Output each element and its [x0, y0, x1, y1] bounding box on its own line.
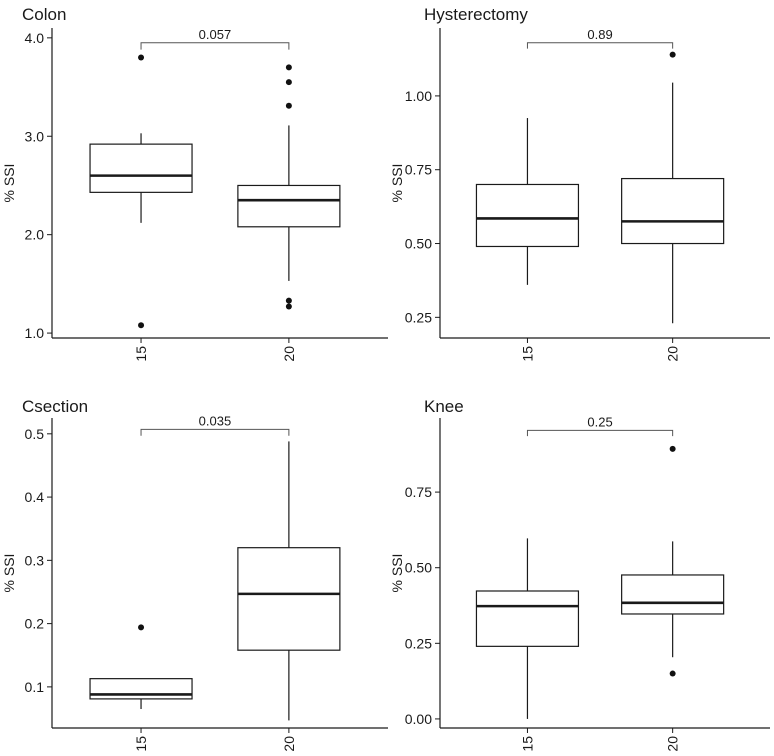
iqr-box [475, 590, 580, 647]
bracket-line [140, 42, 290, 50]
y-axis-title: % SSI [1, 554, 17, 593]
outlier-point [669, 445, 676, 452]
y-tick-label: 0.3 [25, 552, 45, 568]
p-value-label: 0.25 [587, 414, 612, 429]
panel-csection: Csection 0.1 0.2 0.3 0.4 0.5 % SSI 15 20 0.035 [1, 397, 388, 752]
y-tick-label: 0.25 [405, 309, 432, 325]
y-tick-label: 1.0 [25, 325, 45, 341]
box-15 [89, 54, 193, 329]
outlier-point [138, 624, 145, 631]
significance-bracket: 0.035 [140, 413, 290, 436]
y-tick-label: 0.50 [405, 236, 432, 252]
box-20 [237, 64, 341, 310]
bracket-line [526, 429, 674, 437]
y-tick-label: 0.50 [405, 560, 432, 576]
box-15 [475, 538, 580, 719]
y-tick-label: 3.0 [25, 128, 45, 144]
x-tick-label: 15 [133, 346, 149, 362]
y-tick-label: 0.75 [405, 162, 432, 178]
panel-hysterectomy: Hysterectomy 0.25 0.50 0.75 1.00 % SSI 15 20 0.8… [389, 5, 770, 362]
iqr-box [237, 547, 341, 651]
y-tick-label: 1.00 [405, 88, 432, 104]
outlier-point [285, 297, 292, 304]
y-tick-label: 2.0 [25, 227, 45, 243]
y-axis-title: % SSI [1, 164, 17, 203]
x-tick-label: 20 [281, 346, 297, 362]
y-tick-label: 0.1 [25, 679, 45, 695]
outlier-point [669, 51, 676, 58]
panel-title: Csection [22, 397, 88, 416]
outlier-point [285, 102, 292, 109]
box-20 [237, 441, 341, 721]
x-tick-label: 15 [519, 346, 535, 362]
significance-bracket: 0.057 [140, 27, 290, 50]
x-tick-label: 15 [133, 736, 149, 752]
panel-title: Knee [424, 397, 464, 416]
significance-bracket: 0.25 [526, 414, 674, 437]
box-15 [89, 624, 193, 710]
box-20 [621, 51, 725, 324]
iqr-box [621, 574, 725, 615]
outlier-point [285, 303, 292, 310]
y-tick-label: 0.2 [25, 616, 45, 632]
y-tick-label: 0.00 [405, 711, 432, 727]
outlier-point [138, 322, 145, 329]
box-15 [475, 118, 580, 285]
x-tick-label: 20 [665, 736, 681, 752]
iqr-box [89, 143, 193, 193]
y-tick-label: 0.25 [405, 635, 432, 651]
significance-bracket: 0.89 [526, 27, 674, 49]
iqr-box [89, 678, 193, 700]
p-value-label: 0.057 [199, 27, 232, 42]
outlier-point [669, 670, 676, 677]
y-axis-title: % SSI [389, 164, 405, 203]
box-20 [621, 445, 725, 677]
y-tick-label: 0.75 [405, 484, 432, 500]
outlier-point [138, 54, 145, 61]
bracket-line [526, 42, 674, 49]
x-tick-label: 20 [665, 346, 681, 362]
panel-colon: Colon 1.0 2.0 3.0 4.0 % SSI 15 20 0.057 [1, 5, 388, 362]
outlier-point [285, 64, 292, 71]
x-tick-label: 20 [281, 736, 297, 752]
panel-title: Hysterectomy [424, 5, 528, 24]
panel-title: Colon [22, 5, 66, 24]
panel-knee: Knee 0.00 0.25 0.50 0.75 % SSI 15 20 0.25 [389, 397, 770, 752]
iqr-box [475, 183, 580, 248]
bracket-line [140, 428, 290, 436]
y-tick-label: 0.5 [25, 426, 45, 442]
iqr-box [237, 184, 341, 228]
y-axis-title: % SSI [389, 554, 405, 593]
y-tick-label: 4.0 [25, 30, 45, 46]
p-value-label: 0.035 [199, 413, 232, 428]
outlier-point [285, 79, 292, 86]
x-tick-label: 15 [519, 736, 535, 752]
y-tick-label: 0.4 [25, 489, 45, 505]
iqr-box [621, 177, 725, 245]
p-value-label: 0.89 [587, 27, 612, 42]
